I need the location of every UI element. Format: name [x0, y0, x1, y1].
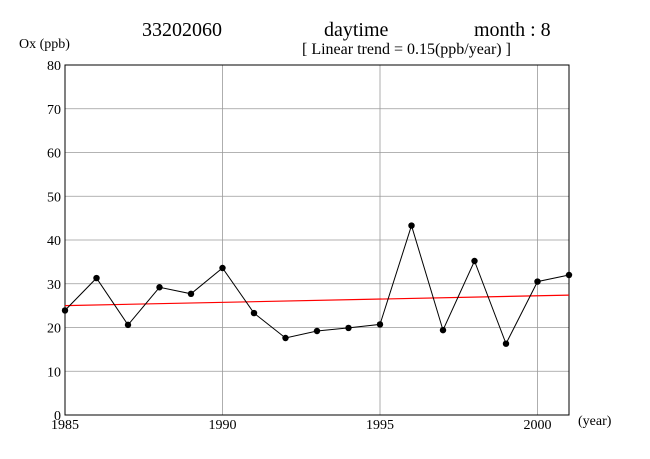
- data-point: [345, 324, 352, 332]
- data-point: [565, 271, 573, 279]
- data-point: [61, 307, 69, 314]
- x-axis-label: (year): [578, 414, 612, 429]
- month-label: month : 8: [474, 19, 551, 41]
- period-label: daytime: [324, 19, 389, 41]
- data-point: [376, 321, 384, 328]
- data-point: [124, 321, 132, 329]
- plot-frame: [64, 64, 570, 416]
- data-point: [502, 340, 510, 347]
- trend-line: [64, 294, 570, 307]
- y-tick-label: 20: [47, 322, 61, 337]
- x-tick-label: 1995: [366, 418, 394, 433]
- data-point: [534, 278, 541, 285]
- data-point: [313, 327, 321, 335]
- grid-lines: [65, 65, 569, 415]
- data-point: [219, 264, 226, 272]
- y-tick-label: 60: [47, 147, 61, 162]
- tick-labels: 0 10 20 30 40 50 60 70 80 1985 1990 1995 2000: [47, 59, 552, 433]
- series-line: [64, 223, 570, 345]
- x-tick-label: 1990: [209, 418, 237, 433]
- trend-annotation: [ Linear trend = 0.15(ppb/year) ]: [302, 41, 511, 58]
- data-point: [439, 326, 447, 334]
- station-id: 33202060: [142, 19, 222, 41]
- data-point: [187, 290, 195, 298]
- data-point: [250, 309, 258, 317]
- y-tick-label: 70: [47, 103, 61, 118]
- y-axis-label: Ox (ppb): [19, 37, 70, 52]
- y-tick-label: 80: [47, 59, 61, 74]
- y-tick-label: 30: [47, 278, 61, 293]
- y-tick-label: 40: [47, 234, 61, 249]
- data-point: [408, 222, 415, 229]
- data-point: [156, 284, 163, 291]
- y-tick-label: 50: [47, 190, 61, 205]
- x-tick-label: 2000: [524, 418, 552, 433]
- trend-line-group: [64, 294, 570, 307]
- data-point: [93, 274, 100, 282]
- series-group: [61, 222, 573, 347]
- x-tick-label: 1985: [51, 418, 79, 433]
- y-tick-label: 10: [47, 365, 61, 380]
- data-point: [471, 257, 478, 265]
- data-point: [282, 334, 289, 342]
- y-tick-label: 0: [54, 409, 61, 424]
